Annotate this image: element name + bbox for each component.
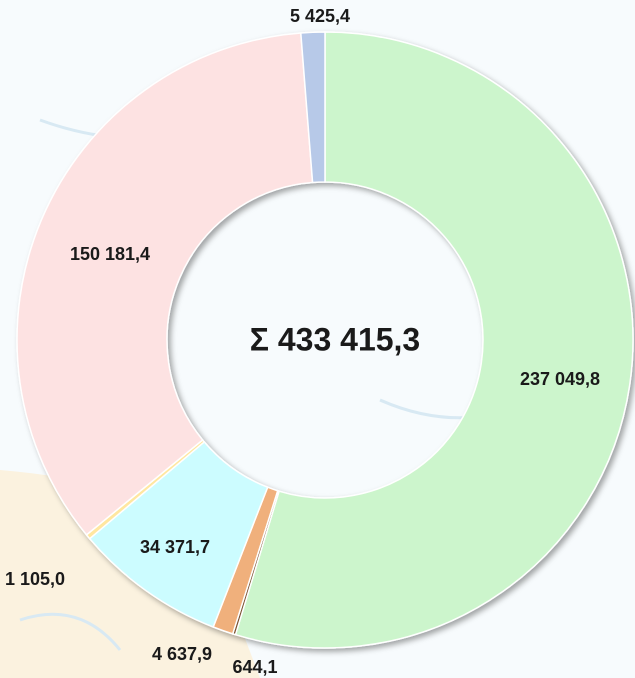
slice xyxy=(299,31,326,184)
value-label: 1 105,0 xyxy=(5,569,65,589)
slice xyxy=(16,32,314,536)
value-label: 4 637,9 xyxy=(152,644,212,664)
value-label: 644,1 xyxy=(232,657,277,677)
center-label: Σ 433 415,3 xyxy=(250,321,420,357)
slice xyxy=(234,31,634,649)
value-label: 150 181,4 xyxy=(70,244,150,264)
donut xyxy=(16,31,634,649)
value-label: 34 371,7 xyxy=(140,537,210,557)
value-label: 237 049,8 xyxy=(520,369,600,389)
value-label: 5 425,4 xyxy=(290,6,350,26)
